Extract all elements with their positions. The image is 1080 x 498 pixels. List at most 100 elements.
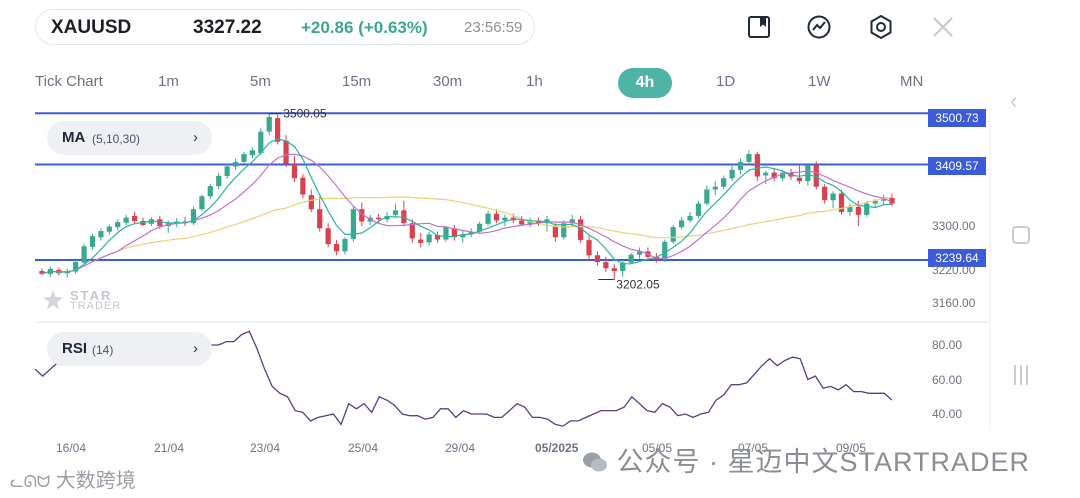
ma-indicator-chip[interactable]: MA (5,10,30) › (47, 121, 212, 155)
candle-body (779, 172, 786, 179)
tab-4h[interactable]: 4h (618, 68, 672, 98)
tab-1d[interactable]: 1D (716, 73, 736, 90)
candle-body (418, 239, 424, 243)
candle-body (232, 161, 239, 167)
menu-lines-icon[interactable] (1010, 362, 1032, 394)
tab-tick-chart[interactable]: Tick Chart (35, 73, 103, 90)
candle-body (695, 203, 702, 216)
candle-body (746, 154, 752, 162)
candle-body (317, 209, 323, 229)
candle-body (485, 213, 491, 224)
candle-body (283, 140, 289, 165)
candle-body (325, 228, 331, 245)
level-tag-mid: 3409.57 (928, 157, 986, 175)
candle-body (737, 161, 744, 170)
candle-body (468, 231, 474, 235)
settings-icon[interactable] (868, 14, 894, 40)
candle-body (216, 176, 222, 187)
wechat-text: 公众号 · 星迈中文STARTRADER (616, 447, 1031, 477)
candle-body (123, 217, 129, 223)
tab-1w[interactable]: 1W (808, 73, 831, 90)
candle-body (434, 235, 441, 240)
bookmark-icon[interactable] (746, 14, 772, 40)
watermark-line2: TRADER (70, 300, 122, 312)
ma-label: MA (62, 129, 86, 146)
source-text: 大数跨境 (55, 470, 136, 492)
candle-body (830, 193, 836, 201)
candle-body (359, 209, 365, 222)
date-label: 21/04 (154, 441, 185, 455)
candle-body (384, 215, 390, 220)
price-axis-label: 3160.00 (932, 296, 976, 310)
candle-body (258, 131, 264, 153)
ma30-line (41, 196, 893, 275)
date-label: 23/04 (250, 441, 281, 455)
square-icon[interactable] (1010, 224, 1032, 252)
candle-body (578, 219, 584, 241)
candle-body (729, 169, 735, 179)
ma5-line (41, 138, 893, 275)
candle-body (864, 203, 870, 215)
low-annotation: 3202.05 (616, 277, 660, 291)
candle-body (620, 262, 626, 272)
rsi-indicator-chip[interactable]: RSI (14) › (47, 332, 212, 366)
candle-body (443, 227, 449, 240)
tab-mn[interactable]: MN (900, 73, 924, 90)
rsi-params: (14) (92, 343, 114, 357)
symbol-name: XAUUSD (51, 17, 132, 38)
candle-body (805, 165, 811, 182)
symbol-header[interactable]: XAUUSD 3327.22 +20.86 (+0.63%) 23:56:59 (35, 9, 535, 45)
date-label: 25/04 (348, 441, 379, 455)
date-label: 16/04 (56, 441, 87, 455)
server-time: 23:56:59 (464, 19, 523, 36)
candle-body (224, 166, 230, 177)
candle-body (628, 254, 634, 263)
candle-body (81, 246, 87, 263)
candle-body (502, 217, 508, 221)
candle-body (426, 234, 432, 243)
candle-body (687, 215, 693, 221)
rsi-axis-label: 40.00 (932, 407, 963, 421)
tab-1h[interactable]: 1h (526, 73, 543, 90)
rsi-label: RSI (62, 340, 88, 357)
indicator-chart-icon[interactable] (806, 14, 832, 40)
candle-body (241, 154, 247, 162)
candle-body (300, 177, 306, 195)
candle-body (115, 222, 121, 228)
candle-body (704, 189, 710, 204)
candle-body (207, 186, 213, 197)
level-tag-high: 3500.73 (928, 109, 986, 127)
candle-body (855, 206, 861, 215)
candle-body (771, 172, 777, 179)
close-icon[interactable] (930, 14, 956, 40)
candle-body (712, 186, 718, 190)
candle-body (611, 268, 617, 272)
candle-body (636, 251, 643, 255)
candle-body (89, 236, 96, 247)
tab-5m[interactable]: 5m (250, 73, 271, 90)
candle-body (39, 271, 45, 274)
candle-body (662, 241, 668, 260)
tab-15m[interactable]: 15m (342, 73, 372, 90)
candle-body (392, 210, 399, 215)
candle-body (569, 219, 575, 224)
candle-body (409, 223, 415, 239)
candle-body (342, 238, 348, 252)
ma-params: (5,10,30) (92, 132, 141, 146)
candle-body (535, 220, 542, 224)
candle-body (788, 172, 794, 177)
chevron-left-icon[interactable]: ‹ (1010, 88, 1018, 113)
candle-body (847, 206, 853, 212)
tab-1m[interactable]: 1m (158, 73, 179, 90)
chevron-right-icon: › (193, 129, 198, 146)
price-axis-label: 3220.00 (932, 263, 976, 277)
candle-body (880, 197, 887, 201)
candle-body (275, 118, 281, 142)
date-label: 05/2025 (535, 441, 579, 455)
tab-30m[interactable]: 30m (433, 73, 463, 90)
date-label: 29/04 (445, 441, 476, 455)
wechat-watermark: 公众号 · 星迈中文STARTRADER (582, 440, 1030, 479)
source-logo-icon: ᓚᘏᗢ (10, 474, 51, 491)
chevron-right-icon: › (193, 340, 198, 357)
